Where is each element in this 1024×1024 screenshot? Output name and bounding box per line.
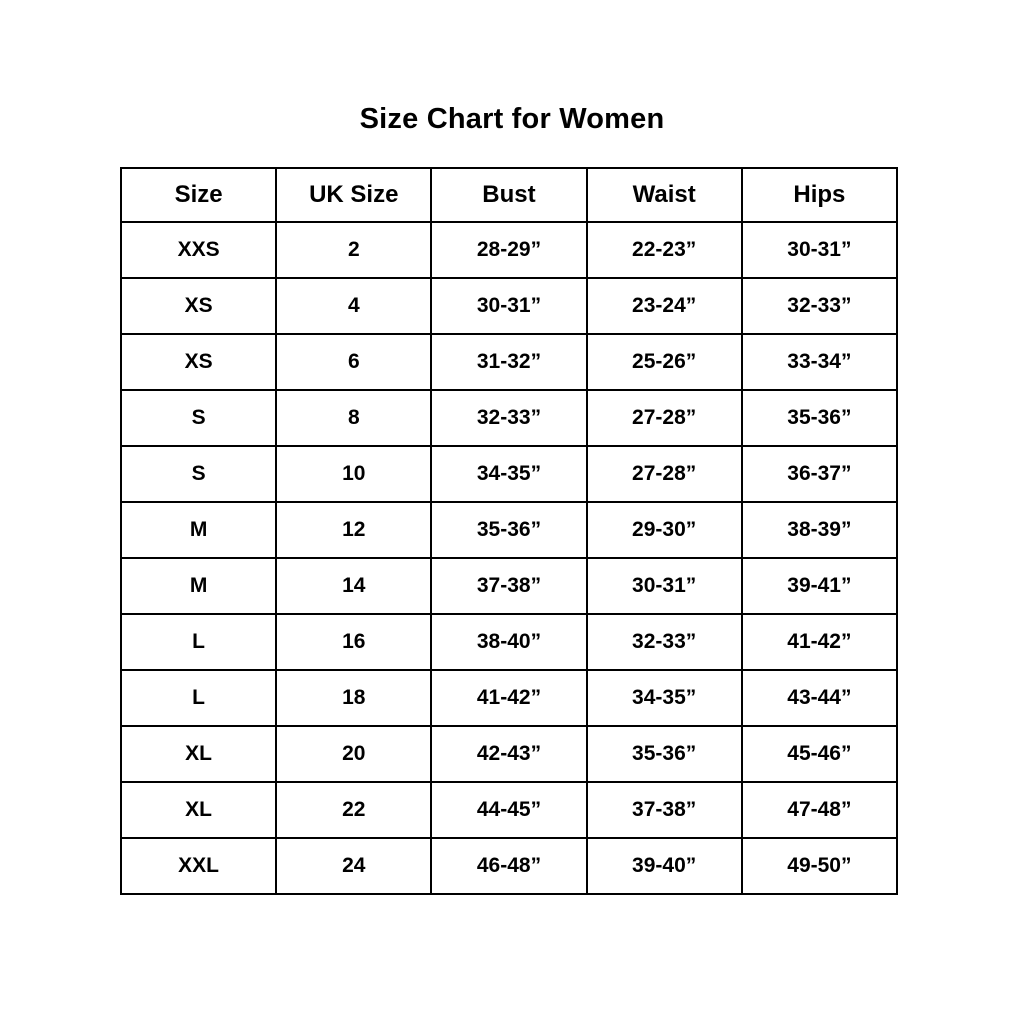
table-cell: L bbox=[119, 613, 278, 671]
table-cell: 4 bbox=[275, 277, 433, 335]
table-row: S 8 32-33” 27-28” 35-36” bbox=[119, 389, 899, 447]
table-row: XL 20 42-43” 35-36” 45-46” bbox=[119, 725, 899, 783]
column-header: Bust bbox=[430, 167, 588, 223]
table-cell: 44-45” bbox=[430, 781, 588, 839]
table-cell: 14 bbox=[275, 557, 433, 615]
table-cell: 32-33” bbox=[430, 389, 588, 447]
table-row: XS 4 30-31” 23-24” 32-33” bbox=[119, 277, 899, 335]
table-cell: 35-36” bbox=[740, 389, 899, 447]
table-row: M 12 35-36” 29-30” 38-39” bbox=[119, 501, 899, 559]
table-cell: 32-33” bbox=[740, 277, 899, 335]
table-cell: 37-38” bbox=[585, 781, 743, 839]
table-cell: 30-31” bbox=[585, 557, 743, 615]
table-cell: 34-35” bbox=[430, 445, 588, 503]
table-cell: 38-40” bbox=[430, 613, 588, 671]
table-body: XXS 2 28-29” 22-23” 30-31” XS 4 30-31” 23-24” 32-… bbox=[119, 221, 899, 895]
table-row: XL 22 44-45” 37-38” 47-48” bbox=[119, 781, 899, 839]
header-row: Size UK Size Bust Waist Hips bbox=[119, 167, 899, 223]
table-cell: 22 bbox=[275, 781, 433, 839]
column-header: UK Size bbox=[275, 167, 433, 223]
table-cell: 39-40” bbox=[585, 837, 743, 895]
table-row: M 14 37-38” 30-31” 39-41” bbox=[119, 557, 899, 615]
table-cell: 31-32” bbox=[430, 333, 588, 391]
table-cell: 32-33” bbox=[585, 613, 743, 671]
table-cell: XXL bbox=[119, 837, 278, 895]
table-cell: XL bbox=[119, 781, 278, 839]
table-cell: 30-31” bbox=[430, 277, 588, 335]
table-cell: XXS bbox=[119, 221, 278, 279]
table-cell: 29-30” bbox=[585, 501, 743, 559]
column-header: Size bbox=[119, 167, 278, 223]
table-cell: XL bbox=[119, 725, 278, 783]
table-cell: 35-36” bbox=[430, 501, 588, 559]
table-cell: 25-26” bbox=[585, 333, 743, 391]
table-row: XXS 2 28-29” 22-23” 30-31” bbox=[119, 221, 899, 279]
table-cell: L bbox=[119, 669, 278, 727]
table-cell: XS bbox=[119, 277, 278, 335]
table-cell: 47-48” bbox=[740, 781, 899, 839]
table-cell: 24 bbox=[275, 837, 433, 895]
table-cell: 23-24” bbox=[585, 277, 743, 335]
size-chart-table: Size UK Size Bust Waist Hips XXS 2 28-29” 22-23… bbox=[119, 167, 899, 895]
table-cell: 37-38” bbox=[430, 557, 588, 615]
table-cell: 10 bbox=[275, 445, 433, 503]
table-row: XS 6 31-32” 25-26” 33-34” bbox=[119, 333, 899, 391]
table-cell: 27-28” bbox=[585, 389, 743, 447]
table-cell: M bbox=[119, 557, 278, 615]
table-cell: S bbox=[119, 389, 278, 447]
table-cell: 12 bbox=[275, 501, 433, 559]
table-cell: 39-41” bbox=[740, 557, 899, 615]
table-cell: 2 bbox=[275, 221, 433, 279]
table-row: L 18 41-42” 34-35” 43-44” bbox=[119, 669, 899, 727]
table-row: XXL 24 46-48” 39-40” 49-50” bbox=[119, 837, 899, 895]
table-cell: 22-23” bbox=[585, 221, 743, 279]
table-cell: 49-50” bbox=[740, 837, 899, 895]
table-header: Size UK Size Bust Waist Hips bbox=[119, 167, 899, 223]
table-row: S 10 34-35” 27-28” 36-37” bbox=[119, 445, 899, 503]
column-header: Hips bbox=[740, 167, 899, 223]
table-cell: 34-35” bbox=[585, 669, 743, 727]
table-cell: 20 bbox=[275, 725, 433, 783]
column-header: Waist bbox=[585, 167, 743, 223]
table-cell: 8 bbox=[275, 389, 433, 447]
table-cell: 41-42” bbox=[430, 669, 588, 727]
table-cell: 36-37” bbox=[740, 445, 899, 503]
table-cell: 35-36” bbox=[585, 725, 743, 783]
table-cell: 30-31” bbox=[740, 221, 899, 279]
table-cell: M bbox=[119, 501, 278, 559]
table-cell: 18 bbox=[275, 669, 433, 727]
table-cell: 33-34” bbox=[740, 333, 899, 391]
table-cell: 42-43” bbox=[430, 725, 588, 783]
table-cell: 43-44” bbox=[740, 669, 899, 727]
table-cell: 28-29” bbox=[430, 221, 588, 279]
table-cell: 16 bbox=[275, 613, 433, 671]
table-cell: XS bbox=[119, 333, 278, 391]
table-cell: 38-39” bbox=[740, 501, 899, 559]
table-cell: 27-28” bbox=[585, 445, 743, 503]
table-cell: S bbox=[119, 445, 278, 503]
table-cell: 45-46” bbox=[740, 725, 899, 783]
table-cell: 6 bbox=[275, 333, 433, 391]
page-title: Size Chart for Women bbox=[359, 103, 665, 135]
table-cell: 46-48” bbox=[430, 837, 588, 895]
table-row: L 16 38-40” 32-33” 41-42” bbox=[119, 613, 899, 671]
table-cell: 41-42” bbox=[740, 613, 899, 671]
